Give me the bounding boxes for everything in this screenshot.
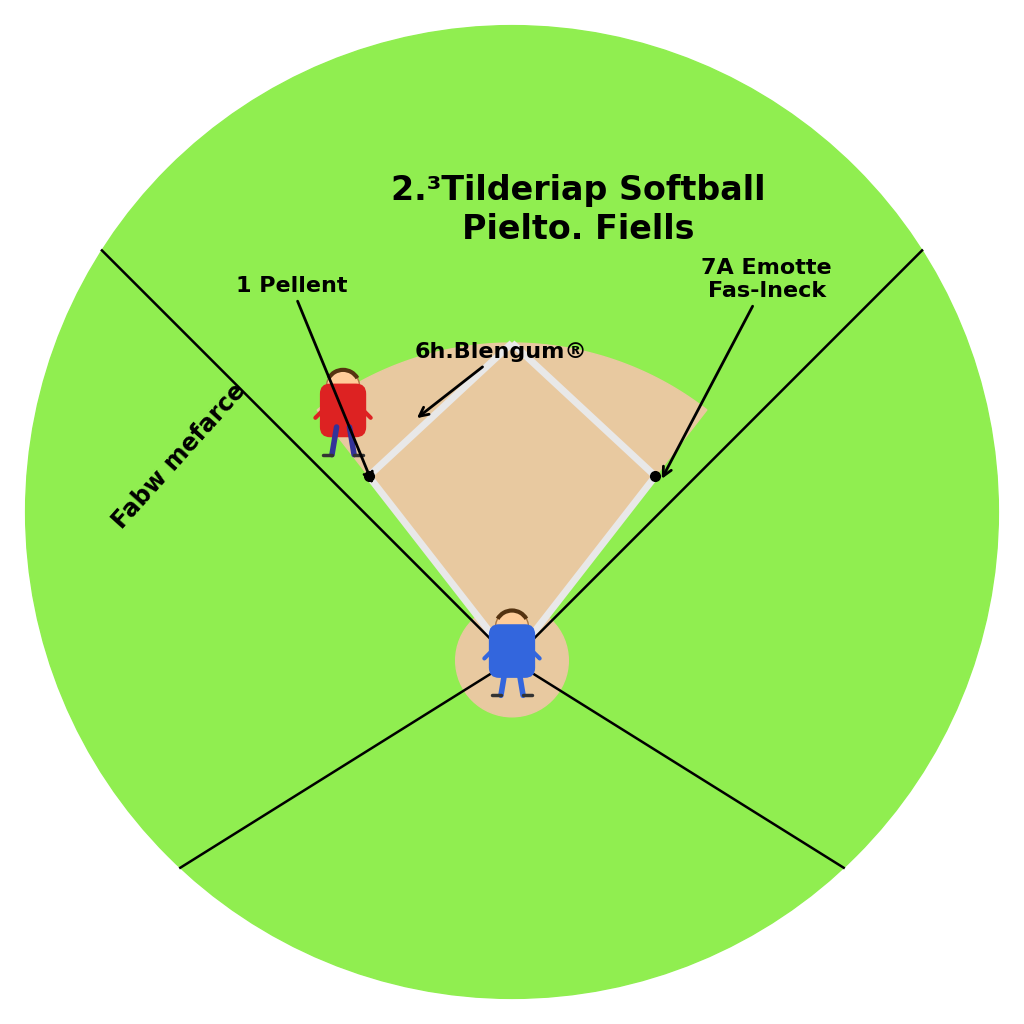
Text: 7A Emotte
Fas-lneck: 7A Emotte Fas-lneck	[664, 258, 833, 476]
Circle shape	[496, 610, 528, 644]
Polygon shape	[317, 343, 707, 660]
FancyBboxPatch shape	[319, 384, 367, 437]
Circle shape	[327, 370, 359, 403]
Text: 6h.Blengum®: 6h.Blengum®	[415, 342, 588, 416]
Circle shape	[26, 26, 998, 998]
Text: 1 Pellent: 1 Pellent	[236, 275, 373, 481]
Text: 2.³Tilderiap Softball
Pielto. Fiells: 2.³Tilderiap Softball Pielto. Fiells	[391, 174, 766, 246]
Ellipse shape	[481, 453, 543, 509]
FancyBboxPatch shape	[488, 625, 536, 678]
Circle shape	[456, 604, 568, 717]
Text: Fabw mefarce: Fabw mefarce	[108, 379, 251, 532]
